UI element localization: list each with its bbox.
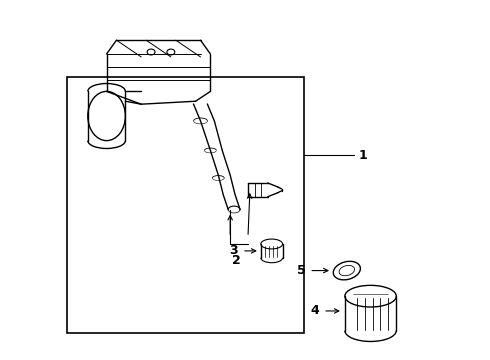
Text: 2: 2 bbox=[232, 254, 241, 267]
Text: 4: 4 bbox=[310, 305, 319, 318]
Bar bbox=[67, 77, 304, 333]
Text: 1: 1 bbox=[359, 149, 368, 162]
Text: 3: 3 bbox=[229, 244, 238, 257]
Text: 5: 5 bbox=[296, 264, 305, 277]
